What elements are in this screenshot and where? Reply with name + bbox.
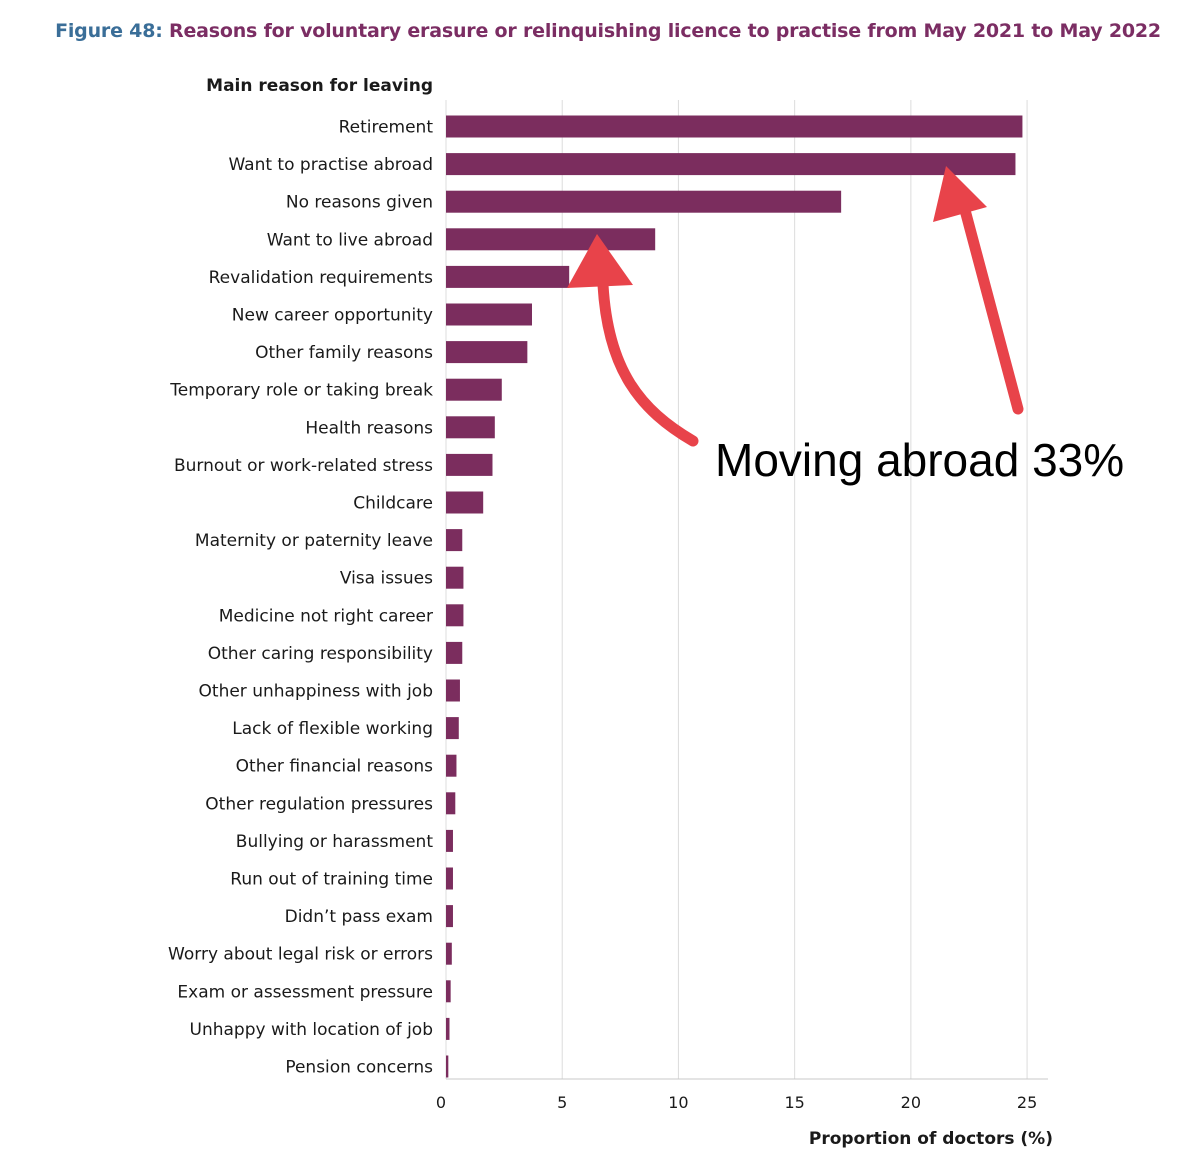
bar-other-regulation-pressures bbox=[446, 792, 456, 815]
bar-revalidation-requirements bbox=[446, 265, 570, 288]
category-label: Pension concerns bbox=[285, 1058, 433, 1078]
category-label: No reasons given bbox=[286, 193, 433, 213]
bar-new-career-opportunity bbox=[446, 303, 532, 326]
x-axis-ticks: 0 5 10 15 20 25 bbox=[436, 1093, 1037, 1112]
x-tick-label: 25 bbox=[1017, 1093, 1037, 1112]
category-label: Health reasons bbox=[305, 418, 433, 438]
category-label: Revalidation requirements bbox=[209, 268, 434, 288]
bar-exam-or-assessment-pressure bbox=[446, 980, 451, 1003]
bar-want-to-live-abroad bbox=[446, 228, 656, 251]
bar-pension-concerns bbox=[446, 1055, 449, 1078]
category-label: Worry about legal risk or errors bbox=[168, 945, 433, 965]
y-axis-title: Main reason for leaving bbox=[206, 76, 433, 96]
bar-temporary-role-or-taking-break bbox=[446, 378, 502, 401]
x-tick-label: 5 bbox=[557, 1093, 567, 1112]
bar-no-reasons-given bbox=[446, 190, 842, 213]
arrow-left-shaft bbox=[597, 279, 699, 447]
category-label: Didn’t pass exam bbox=[285, 907, 433, 927]
category-label: Bullying or harassment bbox=[236, 832, 434, 852]
category-label: Other unhappiness with job bbox=[199, 682, 433, 702]
bar-want-to-practise-abroad bbox=[446, 153, 1016, 176]
bar-other-family-reasons bbox=[446, 341, 528, 364]
category-label: Other caring responsibility bbox=[208, 644, 433, 664]
category-label: Other family reasons bbox=[255, 343, 433, 363]
x-tick-label: 15 bbox=[784, 1093, 804, 1112]
bar-other-caring-responsibility bbox=[446, 641, 463, 664]
bar-health-reasons bbox=[446, 416, 495, 439]
figure-title: Figure 48: Reasons for voluntary erasure… bbox=[0, 20, 1200, 42]
bar-run-out-of-training-time bbox=[446, 867, 453, 890]
annotation-text: Moving abroad 33% bbox=[715, 434, 1124, 486]
annotation: Moving abroad 33% bbox=[567, 166, 1124, 486]
bar-maternity-or-paternity-leave bbox=[446, 529, 463, 552]
category-label: Want to practise abroad bbox=[228, 155, 433, 175]
bar-unhappy-with-location-of-job bbox=[446, 1017, 450, 1040]
category-label: Visa issues bbox=[340, 569, 433, 589]
category-label: Lack of flexible working bbox=[232, 719, 433, 739]
arrow-right-head bbox=[933, 166, 987, 222]
arrow-left-head bbox=[567, 234, 633, 288]
bar-lack-of-flexible-working bbox=[446, 717, 459, 740]
x-axis-title: Proportion of doctors (%) bbox=[809, 1129, 1053, 1149]
figure-number: Figure 48: bbox=[55, 20, 163, 42]
category-label: Retirement bbox=[339, 118, 434, 138]
bar-retirement bbox=[446, 115, 1023, 138]
category-label: Other regulation pressures bbox=[205, 794, 433, 814]
bars bbox=[446, 115, 1023, 1078]
x-tick-label: 10 bbox=[668, 1093, 688, 1112]
category-label: Temporary role or taking break bbox=[169, 381, 433, 401]
arrow-right-shaft bbox=[959, 204, 1024, 415]
category-label: Want to live abroad bbox=[267, 230, 433, 250]
category-label: Medicine not right career bbox=[219, 606, 433, 626]
category-label: Other financial reasons bbox=[236, 757, 433, 777]
bar-burnout-or-work-related-stress bbox=[446, 453, 493, 476]
bar-didn-t-pass-exam bbox=[446, 905, 453, 928]
figure-title-text: Reasons for voluntary erasure or relinqu… bbox=[162, 20, 1161, 42]
bar-other-unhappiness-with-job bbox=[446, 679, 460, 702]
x-tick-label: 20 bbox=[901, 1093, 921, 1112]
category-label: Childcare bbox=[353, 494, 433, 514]
category-label: Burnout or work-related stress bbox=[174, 456, 433, 476]
bar-visa-issues bbox=[446, 566, 464, 589]
category-label: Unhappy with location of job bbox=[190, 1020, 434, 1040]
category-label: New career opportunity bbox=[232, 306, 433, 326]
category-label: Run out of training time bbox=[230, 870, 433, 890]
bar-bullying-or-harassment bbox=[446, 829, 453, 852]
category-label: Maternity or paternity leave bbox=[195, 531, 433, 551]
category-label: Exam or assessment pressure bbox=[177, 982, 433, 1002]
bar-worry-about-legal-risk-or-errors bbox=[446, 942, 452, 965]
bar-medicine-not-right-career bbox=[446, 604, 464, 627]
bar-childcare bbox=[446, 491, 484, 514]
bar-other-financial-reasons bbox=[446, 754, 457, 777]
category-labels: Retirement Want to practise abroad No reas… bbox=[168, 118, 433, 1078]
x-tick-label: 0 bbox=[436, 1093, 446, 1112]
